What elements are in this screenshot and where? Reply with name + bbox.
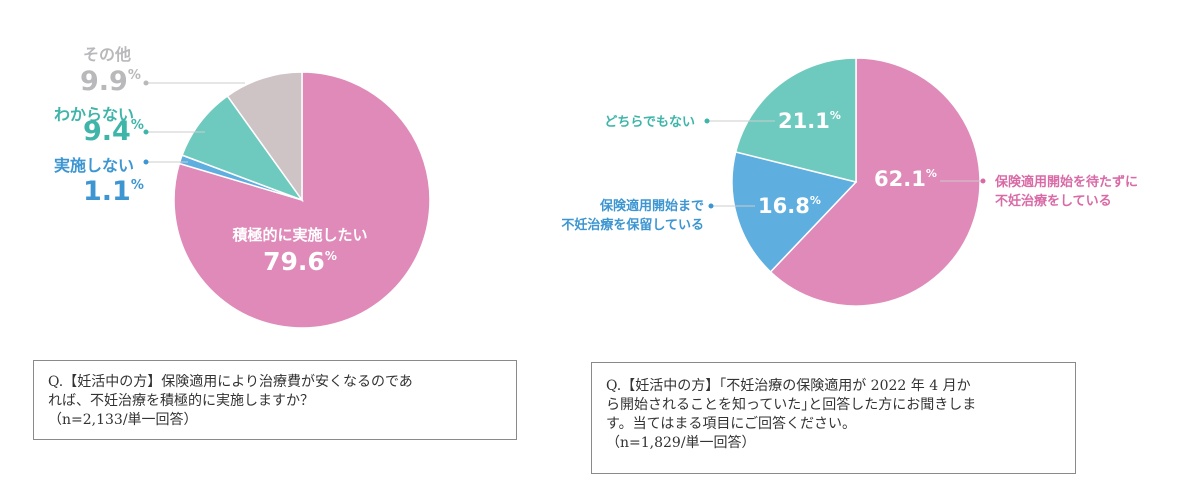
pie1-slice-0	[173, 71, 431, 329]
pie-chart-treatment-intention	[173, 71, 431, 329]
pie1-label-unknown: わからない	[54, 105, 134, 124]
question2-line2: ら開始されることを知っていた｣と回答した方にお聞きしま	[606, 397, 977, 413]
question-box-2: Q.【妊活中の方】｢不妊治療の保険適用が 2022 年 4 月か ら開始されるこ…	[591, 362, 1076, 474]
pie2-leader-dot-waiting	[708, 203, 714, 209]
pie2-value-waiting: 16.8%	[758, 194, 821, 218]
pie1-value-active: 79.6%	[263, 247, 337, 276]
pie2-label-neither: どちらでもない	[604, 115, 695, 130]
pie2-slice-2	[734, 57, 857, 183]
question2-sample: （n=1,829/単一回答）	[606, 435, 756, 451]
pie1-labels: その他 9.9% わからない 9.4% 実施しない 1.1% 積極的に実施したい…	[54, 45, 368, 276]
pie2-leader-dot-ongoing	[980, 178, 986, 184]
pie2-value-ongoing: 62.1%	[874, 167, 937, 191]
pie1-leader-dot-no	[143, 159, 149, 165]
question2-line3: す。当てはまる項目にご回答ください。	[606, 416, 857, 432]
pie2-leader-dot-neither	[704, 118, 710, 124]
pie2-label-waiting-line2: 不妊治療を保留している	[561, 217, 704, 233]
pie1-label-other: その他	[83, 45, 131, 64]
pie1-slice-3	[226, 71, 303, 203]
question1-sample: （n=2,133/単一回答）	[48, 412, 198, 428]
question1-line2: れば、不妊治療を積極的に実施しますか？	[48, 393, 314, 409]
pie2-label-ongoing-line1: 保険適用開始を待たずに	[994, 174, 1138, 190]
pie2-slice-1	[731, 151, 858, 273]
pie1-label-active: 積極的に実施したい	[231, 226, 367, 244]
pie2-label-waiting-line1: 保険適用開始まで	[599, 198, 704, 214]
pie1-label-no: 実施しない	[54, 156, 134, 175]
pie1-leader-dot-unknown	[143, 129, 149, 135]
pie1-leader-dot-other	[143, 80, 149, 86]
pie1-value-no: 1.1%	[83, 176, 144, 207]
pie-chart-treatment-status	[731, 57, 981, 307]
pie2-value-neither: 21.1%	[778, 109, 841, 133]
question-box-1: Q.【妊活中の方】保険適用により治療費が安くなるのであ れば、不妊治療を積極的に…	[33, 360, 517, 440]
pie2-label-ongoing-line2: 不妊治療をしている	[995, 193, 1112, 209]
pie1-value-other: 9.9%	[80, 66, 141, 97]
pie1-value-unknown: 9.4%	[83, 116, 144, 147]
question2-line1: Q.【妊活中の方】｢不妊治療の保険適用が 2022 年 4 月か	[606, 378, 971, 394]
pie1-slice-2	[181, 94, 305, 202]
pie2-slice-0	[769, 57, 981, 307]
question1-line1: Q.【妊活中の方】保険適用により治療費が安くなるのであ	[48, 374, 413, 390]
pie2-labels: 21.1% 16.8% 62.1% どちらでもない 保険適用開始まで 不妊治療を…	[561, 109, 1138, 233]
